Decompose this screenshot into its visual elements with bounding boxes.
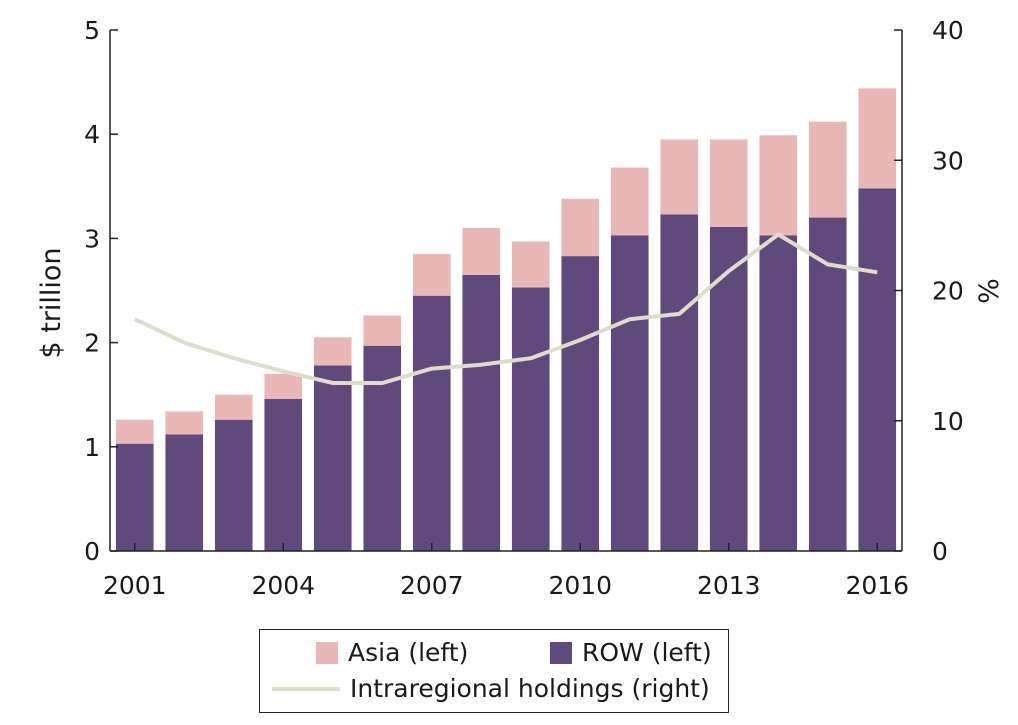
bar-asia-2004: [264, 373, 303, 399]
bar-row-2003: [214, 419, 253, 551]
y-tick-label-left: 4: [84, 120, 100, 149]
legend-item-row: ROW (left): [550, 638, 712, 667]
legend: Asia (left) ROW (left) Intraregional hol…: [259, 629, 729, 713]
legend-swatch-asia: [316, 641, 338, 664]
bar-asia-2008: [462, 227, 501, 275]
bar-asia-2010: [561, 198, 600, 257]
bar-asia-2001: [115, 419, 154, 444]
bar-row-2007: [412, 295, 451, 551]
legend-label-asia: Asia (left): [348, 638, 469, 667]
bar-row-2005: [313, 365, 352, 551]
x-tick-label: 2007: [400, 571, 464, 600]
bar-asia-2003: [214, 394, 253, 420]
x-ticks: 2001 2004 2007 2010 2013 2016: [103, 543, 909, 600]
bar-row-2008: [462, 274, 501, 551]
x-tick-label: 2004: [251, 571, 315, 600]
x-tick-label: 2001: [103, 571, 167, 600]
bar-asia-2005: [313, 337, 352, 366]
bar-row-2006: [363, 345, 402, 551]
y-axis-title-left: $ trillion: [36, 247, 67, 358]
bar-row-2002: [165, 434, 204, 551]
x-tick-label: 2010: [548, 571, 612, 600]
y-tick-label-left: 2: [84, 329, 100, 358]
line-layer: [133, 232, 878, 385]
y-tick-label-left: 5: [84, 16, 100, 45]
y-tick-label-left: 3: [84, 224, 100, 253]
bar-row-2013: [709, 226, 748, 552]
legend-item-intraregional: Intraregional holdings (right): [272, 674, 710, 703]
bar-asia-2012: [660, 139, 699, 215]
bar-asia-2014: [759, 135, 798, 236]
bar-asia-2013: [709, 139, 748, 227]
legend-label-intraregional: Intraregional holdings (right): [350, 674, 710, 703]
x-tick-label: 2016: [845, 571, 909, 600]
y-ticks-right: 0 10 20 30 40: [894, 16, 964, 566]
y-tick-label-left: 0: [84, 537, 100, 566]
bar-row-2011: [610, 235, 649, 552]
y-tick-label-right: 40: [932, 16, 964, 45]
bars-group: [115, 88, 897, 552]
bar-asia-2006: [363, 315, 402, 346]
y-tick-label-right: 0: [932, 537, 948, 566]
series-line-intraregional: [133, 232, 878, 385]
bar-row-2012: [660, 214, 699, 551]
legend-item-asia: Asia (left): [316, 638, 468, 667]
bar-row-2014: [759, 235, 798, 552]
bar-asia-2002: [165, 411, 204, 435]
legend-swatch-row: [550, 641, 572, 664]
x-tick-label: 2013: [697, 571, 761, 600]
y-tick-label-right: 30: [932, 146, 964, 175]
bar-row-2001: [115, 443, 154, 551]
y-tick-label-right: 10: [932, 407, 964, 436]
y-axis-title-right: %: [974, 278, 1005, 304]
bar-asia-2011: [610, 167, 649, 236]
bar-asia-2007: [412, 254, 451, 296]
y-tick-label-left: 1: [84, 433, 100, 462]
bar-asia-2015: [808, 121, 847, 218]
legend-swatch-intraregional: [272, 686, 340, 691]
y-tick-label-right: 20: [932, 277, 964, 306]
bar-row-2016: [858, 188, 897, 551]
bar-row-2009: [511, 287, 550, 551]
bar-asia-2016: [858, 88, 897, 189]
bar-row-2004: [264, 398, 303, 551]
legend-label-row: ROW (left): [582, 638, 712, 667]
bar-row-2015: [808, 217, 847, 551]
y-ticks-left: 0 1 2 3 4 5: [84, 16, 118, 566]
bar-row-2010: [561, 256, 600, 551]
bar-asia-2009: [511, 241, 550, 288]
